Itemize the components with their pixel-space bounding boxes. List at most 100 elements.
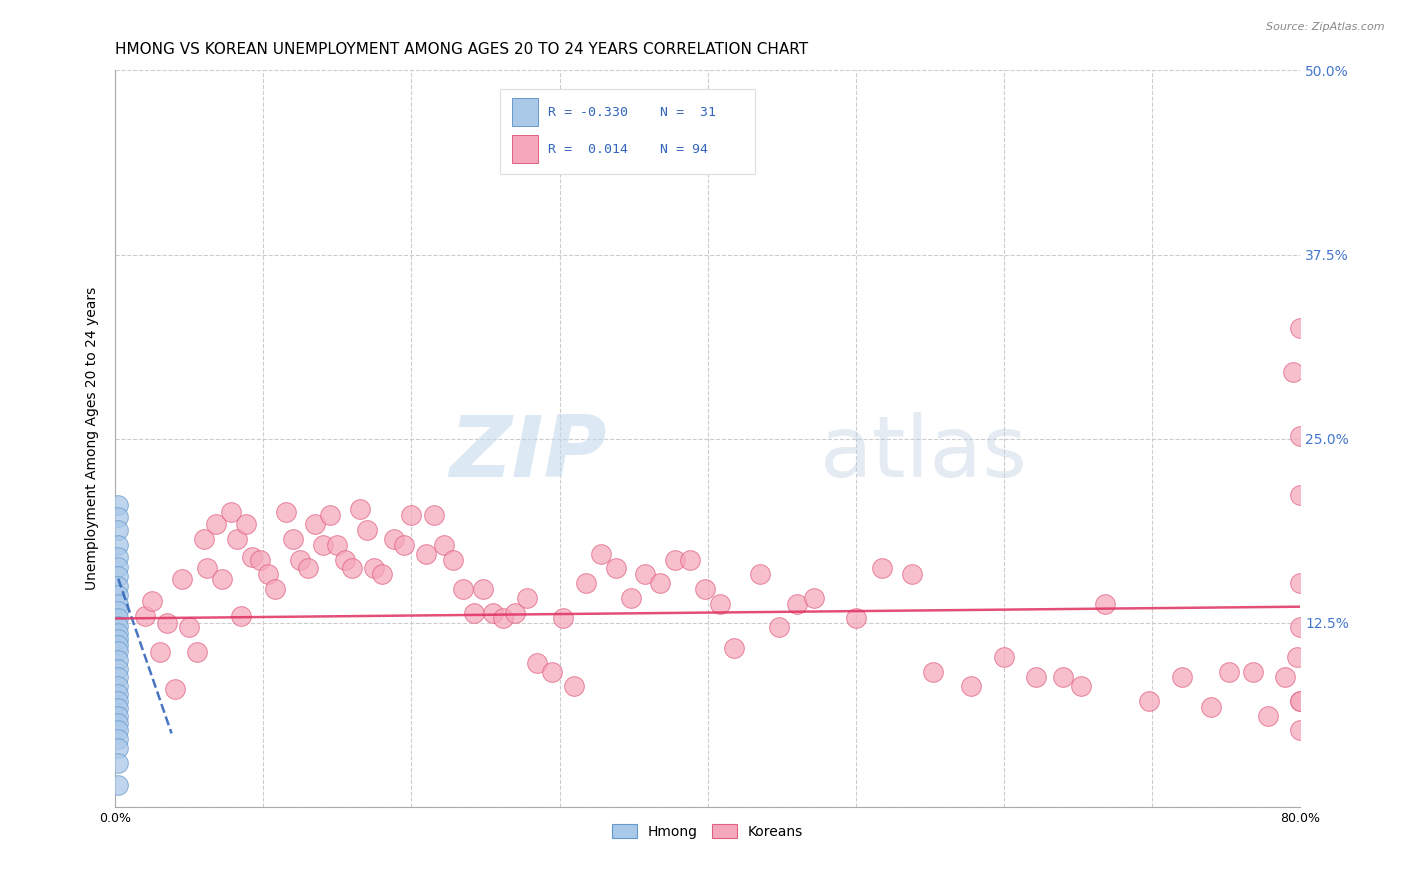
Point xyxy=(415,547,437,561)
Point xyxy=(163,682,186,697)
Point xyxy=(240,549,263,564)
Point xyxy=(1070,679,1092,693)
Point xyxy=(290,552,312,566)
Point xyxy=(1137,694,1160,708)
Point xyxy=(319,508,342,523)
Point xyxy=(441,552,464,566)
Point xyxy=(326,538,349,552)
Point xyxy=(1025,670,1047,684)
Point xyxy=(107,653,129,667)
Point xyxy=(356,523,378,537)
Point xyxy=(1289,321,1312,335)
Point xyxy=(471,582,494,596)
Point xyxy=(107,694,129,708)
Point xyxy=(803,591,825,605)
Point xyxy=(693,582,716,596)
Point xyxy=(156,615,179,630)
Point xyxy=(107,716,129,731)
Point xyxy=(1281,366,1303,380)
Point xyxy=(463,606,485,620)
Point xyxy=(193,532,215,546)
Point xyxy=(382,532,405,546)
Point xyxy=(107,579,129,593)
Point xyxy=(1256,708,1278,723)
Point xyxy=(170,572,193,586)
Point xyxy=(107,778,129,792)
Point xyxy=(482,606,505,620)
Point xyxy=(107,679,129,693)
Point xyxy=(249,552,271,566)
Point xyxy=(107,597,129,611)
Point xyxy=(107,662,129,676)
Point xyxy=(107,619,129,633)
Point xyxy=(575,576,598,591)
Point xyxy=(107,568,129,582)
Point xyxy=(1289,723,1312,738)
Point xyxy=(1199,699,1222,714)
Point xyxy=(107,701,129,715)
Point xyxy=(107,626,129,640)
Point xyxy=(709,597,731,611)
Point xyxy=(107,741,129,756)
Point xyxy=(679,552,702,566)
Point xyxy=(107,632,129,646)
Point xyxy=(748,567,770,582)
Point xyxy=(541,665,564,679)
Point xyxy=(333,552,356,566)
Point xyxy=(1289,488,1312,502)
Point xyxy=(219,505,242,519)
Point xyxy=(786,597,808,611)
Point xyxy=(141,594,163,608)
FancyBboxPatch shape xyxy=(501,89,755,174)
Point xyxy=(149,645,172,659)
Text: atlas: atlas xyxy=(820,412,1028,495)
Point xyxy=(107,509,129,524)
Point xyxy=(1241,665,1264,679)
Point xyxy=(634,567,657,582)
Point xyxy=(845,611,868,625)
Point xyxy=(620,591,643,605)
Point xyxy=(650,576,672,591)
Point xyxy=(107,611,129,625)
Point xyxy=(1289,620,1312,634)
Point xyxy=(107,498,129,512)
Point xyxy=(107,588,129,602)
Legend: Hmong, Koreans: Hmong, Koreans xyxy=(606,818,808,845)
Point xyxy=(492,611,515,625)
Point xyxy=(1289,576,1312,591)
Text: ZIP: ZIP xyxy=(450,412,607,495)
Point xyxy=(1170,670,1192,684)
Point xyxy=(349,502,371,516)
Point xyxy=(235,517,257,532)
Point xyxy=(195,561,218,575)
Point xyxy=(503,606,526,620)
Point xyxy=(107,670,129,684)
Point xyxy=(516,591,538,605)
Point xyxy=(225,532,247,546)
Point xyxy=(453,582,475,596)
Point xyxy=(401,508,423,523)
Point xyxy=(107,732,129,747)
Point xyxy=(768,620,790,634)
Point xyxy=(107,708,129,723)
Point xyxy=(422,508,444,523)
Point xyxy=(433,538,456,552)
Point xyxy=(256,567,278,582)
Point xyxy=(993,649,1015,664)
Point xyxy=(281,532,304,546)
Point xyxy=(205,517,228,532)
FancyBboxPatch shape xyxy=(512,98,538,127)
Point xyxy=(134,608,156,623)
Point xyxy=(211,572,233,586)
Point xyxy=(664,552,686,566)
Point xyxy=(107,756,129,770)
Point xyxy=(107,549,129,564)
Point xyxy=(1289,694,1312,708)
Point xyxy=(1289,429,1312,443)
Point xyxy=(723,640,745,655)
Point xyxy=(231,608,253,623)
Point xyxy=(107,604,129,618)
Point xyxy=(371,567,394,582)
Point xyxy=(342,561,364,575)
Text: Source: ZipAtlas.com: Source: ZipAtlas.com xyxy=(1267,22,1385,32)
